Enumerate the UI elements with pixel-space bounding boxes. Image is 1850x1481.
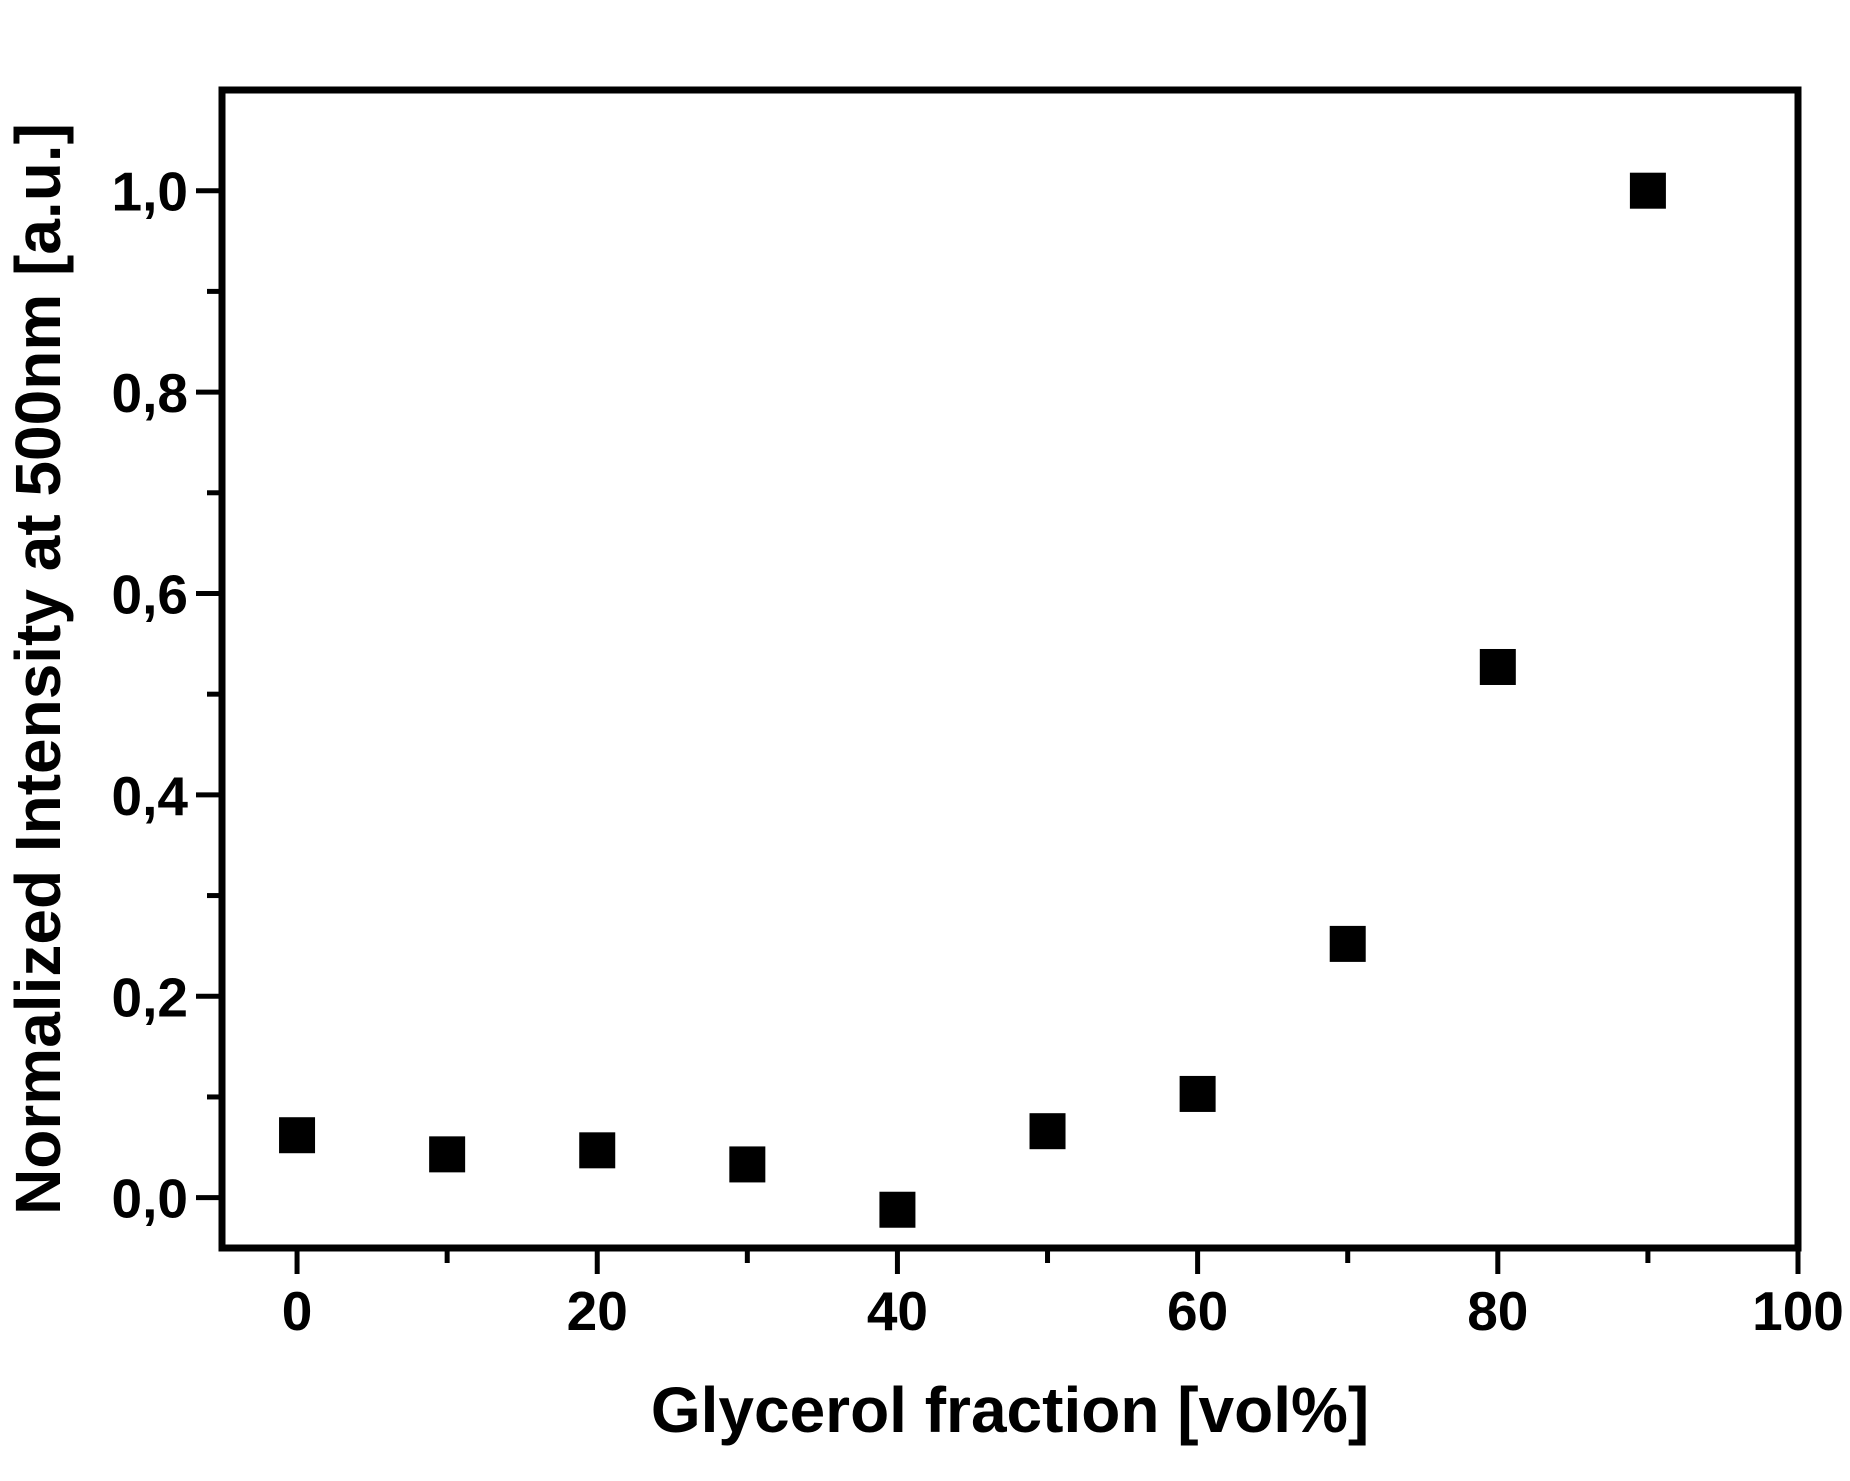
x-tick-label: 20 [567,1280,628,1342]
data-point [1629,172,1666,209]
plot-frame [218,86,1802,1252]
y-tick-label: 0,2 [112,966,188,1028]
x-tick-label: 0 [282,1280,313,1342]
x-tick-label: 60 [1167,1280,1228,1342]
y-tick-label: 0,0 [112,1168,188,1230]
x-axis-title: Glycerol fraction [vol%] [651,1374,1369,1446]
data-point [579,1132,616,1169]
data-point [1479,648,1516,685]
data-point [729,1146,766,1183]
data-point [279,1117,316,1154]
data-point [429,1136,466,1173]
data-point [879,1191,916,1228]
x-tick-label: 40 [867,1280,928,1342]
y-axis-title: Normalized Intensity at 500nm [a.u.] [2,123,74,1215]
x-axis-ticks: 0 20 40 60 80 100 [282,1248,1844,1342]
data-point [1029,1113,1066,1150]
y-tick-label: 0,8 [112,362,188,424]
x-tick-label: 80 [1467,1280,1528,1342]
x-tick-label: 100 [1752,1280,1844,1342]
data-point [1179,1075,1216,1112]
y-tick-label: 0,4 [112,765,189,827]
y-tick-label: 0,6 [112,563,188,625]
data-points [279,172,1666,1228]
y-axis-ticks: 0,0 0,2 0,4 0,6 0,8 1,0 [112,161,222,1230]
y-tick-label: 1,0 [112,161,188,223]
data-point [1329,925,1366,962]
